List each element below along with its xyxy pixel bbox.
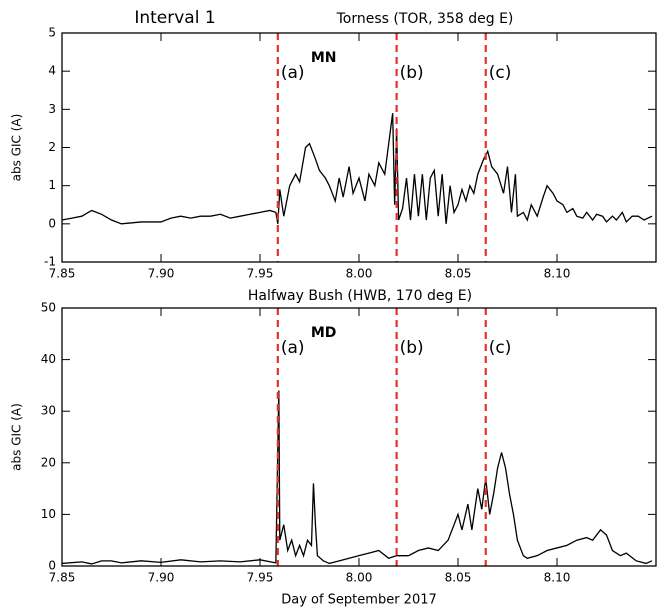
x-axis-label: Day of September 2017	[281, 593, 437, 608]
y-tick-label: 50	[41, 301, 56, 315]
annotation: MD	[311, 325, 337, 341]
y-tick-label: 5	[48, 26, 56, 40]
plot-frame	[61, 307, 657, 567]
x-tick-label: 8.10	[544, 267, 571, 281]
y-tick-label: 30	[41, 404, 56, 418]
x-tick-label: 7.90	[148, 571, 175, 585]
x-tick-label: 7.95	[247, 267, 274, 281]
y-tick-label: 20	[41, 455, 56, 469]
event-label: (b)	[400, 338, 424, 358]
event-label: (a)	[281, 338, 305, 358]
x-tick-label: 7.85	[49, 571, 76, 585]
y-tick-label: 0	[48, 559, 56, 573]
x-tick-label: 8.00	[346, 267, 373, 281]
x-tick-label: 7.90	[148, 267, 175, 281]
annotation: MN	[311, 50, 337, 66]
x-tick-label: 7.95	[247, 571, 274, 585]
y-tick-label: 3	[48, 102, 56, 116]
event-label: (c)	[489, 63, 512, 83]
panel-title: Halfway Bush (HWB, 170 deg E)	[248, 288, 472, 304]
x-tick-label: 8.05	[445, 571, 472, 585]
y-tick-label: 4	[48, 64, 56, 78]
event-label: (c)	[489, 338, 512, 358]
plot-frame	[61, 32, 657, 263]
x-tick-label: 7.85	[49, 267, 76, 281]
y-tick-label: 10	[41, 507, 56, 521]
x-tick-label: 8.00	[346, 571, 373, 585]
x-tick-label: 8.05	[445, 267, 472, 281]
event-label: (b)	[400, 63, 424, 83]
x-tick-label: 8.10	[544, 571, 571, 585]
y-axis-label: abs GIC (A)	[10, 403, 24, 471]
y-tick-label: 2	[48, 140, 56, 154]
y-tick-label: -1	[44, 255, 56, 269]
data-line	[61, 390, 653, 565]
y-tick-label: 0	[48, 216, 56, 230]
y-tick-label: 40	[41, 352, 56, 366]
panel-title: Torness (TOR, 358 deg E)	[336, 11, 514, 27]
y-tick-label: 1	[48, 178, 56, 192]
data-line	[61, 113, 653, 225]
suptitle: Interval 1	[134, 8, 215, 28]
y-axis-label: abs GIC (A)	[10, 114, 24, 182]
event-label: (a)	[281, 63, 305, 83]
